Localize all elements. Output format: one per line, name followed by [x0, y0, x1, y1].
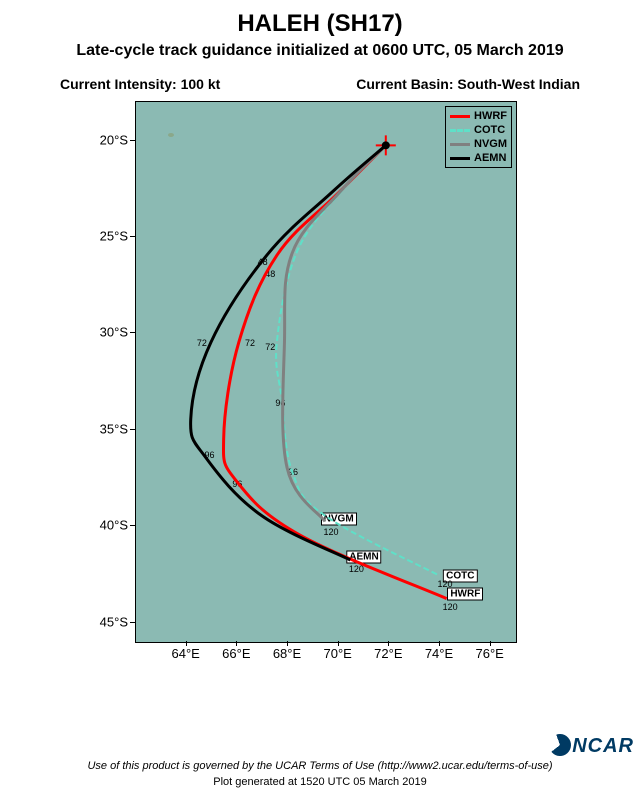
y-tick-label: 20°S: [78, 132, 128, 147]
x-tick-label: 76°E: [475, 646, 503, 661]
x-tick-label: 66°E: [222, 646, 250, 661]
ncar-logo: NCAR: [549, 734, 634, 758]
y-tick-label: 30°S: [78, 325, 128, 340]
subtitle: Late-cycle track guidance initialized at…: [0, 42, 640, 60]
x-tick-label: 70°E: [323, 646, 351, 661]
intensity-label: Current Intensity: 100 kt: [60, 76, 220, 92]
x-tick-label: 74°E: [425, 646, 453, 661]
generated-timestamp: Plot generated at 1520 UTC 05 March 2019: [0, 776, 640, 788]
storm-title: HALEH (SH17): [0, 10, 640, 38]
track-aemn: [191, 145, 386, 560]
y-tick-label: 40°S: [78, 518, 128, 533]
x-tick-label: 64°E: [171, 646, 199, 661]
terms-footer: Use of this product is governed by the U…: [0, 760, 640, 772]
y-tick-label: 45°S: [78, 614, 128, 629]
basin-label: Current Basin: South-West Indian: [356, 76, 580, 92]
y-tick-label: 35°S: [78, 421, 128, 436]
x-tick-label: 68°E: [273, 646, 301, 661]
track-hwrf: [223, 145, 446, 598]
y-tick-label: 25°S: [78, 229, 128, 244]
track-nvgm: [283, 145, 386, 521]
x-tick-label: 72°E: [374, 646, 402, 661]
info-row: Current Intensity: 100 kt Current Basin:…: [60, 76, 580, 92]
track-lines: [135, 101, 515, 641]
track-chart: HWRFCOTCNVGMAEMN HWRFCOTCNVGMAEMN4848727…: [60, 96, 580, 686]
track-cotc: [276, 145, 439, 575]
